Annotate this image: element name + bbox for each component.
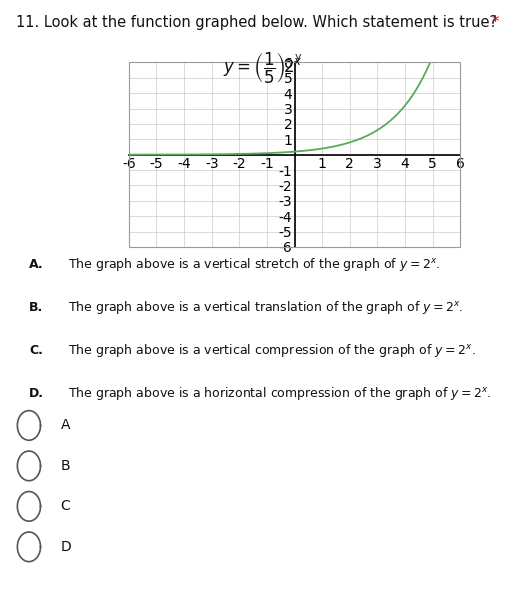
Text: The graph above is a vertical translation of the graph of $y = 2^x$.: The graph above is a vertical translatio… xyxy=(68,299,464,316)
Text: The graph above is a horizontal compression of the graph of $y = 2^x$.: The graph above is a horizontal compress… xyxy=(68,385,492,402)
Text: D.: D. xyxy=(29,387,44,400)
Text: C.: C. xyxy=(29,344,43,357)
Text: C: C xyxy=(60,499,70,513)
Text: *: * xyxy=(492,15,499,30)
Text: A: A xyxy=(60,418,70,433)
Text: B: B xyxy=(60,459,70,473)
Text: The graph above is a vertical stretch of the graph of $y = 2^x$.: The graph above is a vertical stretch of… xyxy=(68,256,441,273)
Text: y: y xyxy=(295,52,301,62)
Text: $y = \left(\dfrac{1}{5}\right)\!2^x$: $y = \left(\dfrac{1}{5}\right)\!2^x$ xyxy=(223,51,303,86)
Text: A.: A. xyxy=(29,258,44,271)
Text: 11. Look at the function graphed below. Which statement is true?: 11. Look at the function graphed below. … xyxy=(16,15,497,30)
Text: B.: B. xyxy=(29,301,43,314)
Text: D: D xyxy=(60,540,71,554)
Text: The graph above is a vertical compression of the graph of $y = 2^x$.: The graph above is a vertical compressio… xyxy=(68,342,476,359)
